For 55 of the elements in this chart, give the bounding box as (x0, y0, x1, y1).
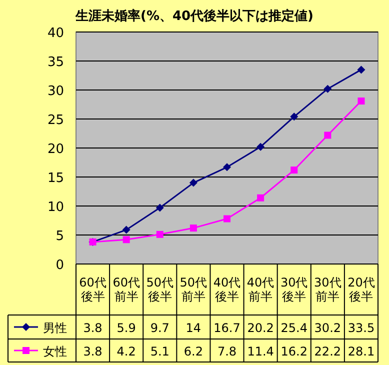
x-tick-label: 40代後半 (213, 276, 241, 304)
data-label: 28.1 (348, 344, 375, 358)
x-tick-label: 50代後半 (146, 276, 174, 304)
data-label: 30.2 (314, 321, 342, 335)
y-tick-label: 10 (47, 200, 64, 215)
data-label: 20.2 (247, 321, 274, 335)
x-tick-label: 30代後半 (280, 276, 308, 304)
point (324, 84, 332, 93)
y-tick-label: 35 (47, 55, 64, 70)
data-label: 16.2 (280, 344, 308, 358)
data-label: 3.8 (83, 321, 102, 335)
y-tick-label: 5 (56, 229, 64, 244)
x-tick-label: 40代前半 (246, 276, 274, 304)
x-tick-label: 60代後半 (79, 276, 106, 304)
data-label: 4.2 (116, 344, 136, 358)
point (358, 98, 365, 105)
data-label: 33.5 (348, 321, 375, 335)
data-label: 9.7 (150, 321, 170, 335)
point (357, 66, 366, 74)
x-tick-label: 50代前半 (180, 276, 208, 304)
y-tick-label: 20 (47, 142, 64, 157)
chart-title: 生涯未婚率(%、40代後半以下は推定値) (74, 8, 314, 24)
x-tick-label: 60代前半 (112, 276, 140, 304)
y-tick-label: 40 (47, 26, 64, 41)
y-tick-label: 15 (47, 171, 64, 186)
point (156, 204, 164, 212)
data-label: 22.2 (314, 344, 342, 358)
point (290, 166, 298, 174)
legend-label: 男性 (43, 321, 67, 335)
point (223, 163, 231, 172)
x-tick-label: 20代後半 (348, 276, 375, 304)
data-label: 5.9 (116, 321, 136, 335)
point (156, 230, 164, 238)
y-tick-label: 30 (47, 84, 64, 99)
y-tick-label: 25 (47, 113, 64, 128)
point (256, 142, 265, 151)
point (224, 215, 230, 222)
point (189, 178, 198, 187)
legend-label: 女性 (43, 344, 67, 358)
point (122, 226, 130, 234)
data-label: 11.4 (247, 344, 274, 358)
data-label: 16.7 (214, 321, 240, 335)
point (257, 194, 264, 202)
x-tick-label: 30代前半 (314, 276, 342, 304)
data-label: 14 (186, 321, 202, 335)
data-label: 7.8 (217, 344, 237, 358)
point (290, 112, 298, 121)
y-tick-label: 0 (56, 258, 64, 273)
point (190, 224, 197, 232)
data-label: 5.1 (150, 344, 170, 358)
point (122, 236, 130, 244)
data-label: 6.2 (184, 344, 203, 358)
data-label: 3.8 (83, 344, 102, 358)
point (324, 132, 332, 139)
data-label: 25.4 (280, 321, 308, 335)
